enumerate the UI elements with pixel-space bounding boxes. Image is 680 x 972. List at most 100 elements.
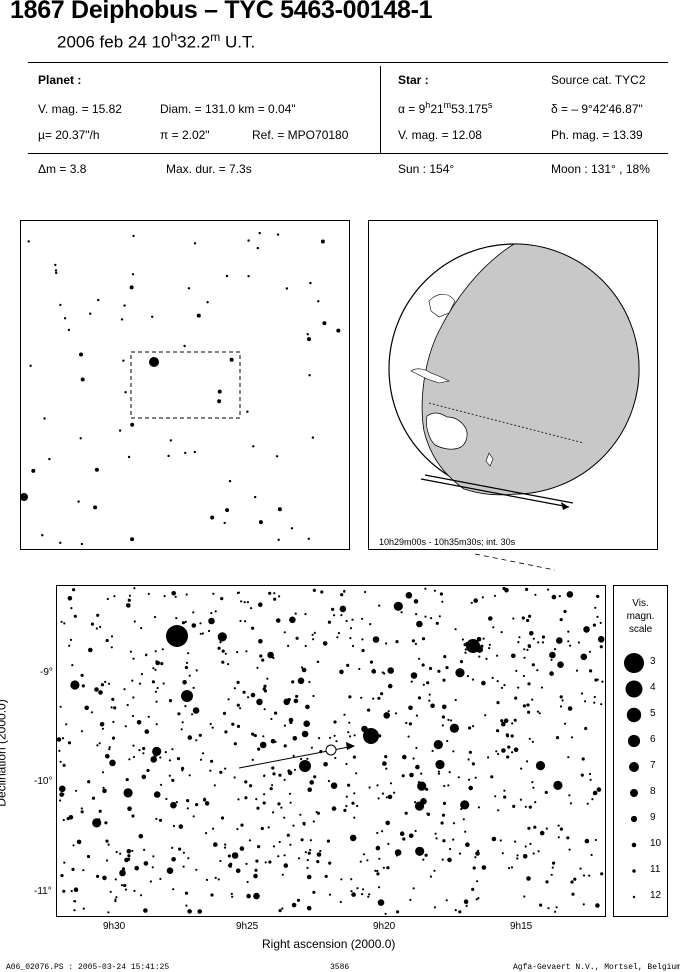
chart-star — [141, 774, 147, 780]
chart-star — [110, 706, 113, 709]
chart-star — [345, 762, 348, 766]
chart-star — [297, 677, 305, 685]
chart-star — [266, 677, 269, 680]
chart-star — [464, 651, 467, 654]
chart-star — [108, 682, 111, 685]
chart-star — [236, 703, 240, 707]
chart-star — [71, 664, 74, 667]
chart-star — [567, 706, 573, 711]
chart-star — [378, 734, 382, 738]
chart-star — [359, 860, 362, 863]
chart-star — [59, 792, 64, 797]
chart-star — [431, 749, 434, 752]
chart-star — [107, 911, 110, 914]
finder-star — [130, 422, 135, 427]
chart-star — [80, 807, 83, 810]
chart-star — [582, 903, 585, 906]
chart-star — [339, 669, 344, 675]
chart-star — [181, 766, 185, 770]
chart-star — [262, 735, 265, 738]
chart-star — [517, 641, 520, 644]
chart-star — [99, 722, 105, 727]
chart-star — [539, 903, 543, 907]
chart-star — [441, 813, 446, 817]
finder-star — [225, 508, 230, 513]
chart-star — [257, 747, 261, 751]
chart-star — [559, 618, 563, 622]
chart-star — [102, 786, 105, 789]
australia-outline — [426, 412, 468, 450]
chart-star — [385, 820, 391, 826]
chart-star — [155, 723, 158, 726]
chart-star — [120, 884, 124, 887]
chart-star — [527, 644, 531, 648]
chart-star — [126, 703, 129, 707]
chart-star — [305, 704, 310, 710]
chart-star — [73, 614, 77, 618]
finder-star — [122, 359, 125, 362]
chart-star — [263, 684, 267, 688]
chart-star — [221, 649, 225, 653]
chart-star — [315, 811, 318, 814]
chart-star — [385, 715, 388, 718]
chart-star — [428, 699, 431, 702]
asteroid-direction-arrow — [346, 742, 355, 750]
chart-star — [283, 854, 286, 857]
chart-star — [96, 874, 100, 878]
chart-star — [307, 787, 312, 792]
chart-star — [334, 756, 337, 760]
chart-star — [98, 818, 101, 821]
chart-star — [476, 880, 479, 883]
finder-star — [311, 436, 315, 439]
chart-star — [524, 845, 527, 848]
chart-star — [439, 592, 443, 596]
chart-star — [367, 708, 371, 712]
chart-star — [267, 651, 274, 659]
chart-star — [526, 648, 529, 651]
chart-star — [330, 782, 338, 789]
chart-star — [300, 666, 304, 669]
chart-star — [98, 809, 102, 813]
chart-star — [309, 839, 312, 842]
finder-star — [217, 389, 222, 394]
chart-star — [155, 700, 158, 703]
chart-star — [323, 762, 328, 767]
chart-star — [532, 637, 535, 640]
chart-star — [304, 644, 307, 648]
chart-star — [230, 892, 233, 895]
chart-star — [270, 738, 276, 744]
legend-label-11: 11 — [650, 864, 661, 875]
chart-star — [71, 867, 75, 871]
chart-star — [62, 763, 66, 767]
chart-star — [507, 866, 511, 870]
chart-star — [275, 618, 281, 623]
chart-star — [382, 866, 385, 869]
star-heading: Star : — [398, 73, 429, 87]
chart-star — [380, 692, 384, 696]
legend-dot-7 — [629, 762, 639, 772]
chart-star — [503, 684, 506, 687]
chart-star — [293, 698, 299, 704]
chart-star — [556, 637, 563, 644]
chart-star — [458, 852, 462, 855]
chart-star — [580, 773, 584, 777]
chart-star — [185, 904, 188, 907]
chart-star — [408, 722, 412, 726]
chart-star — [244, 620, 247, 623]
chart-star — [134, 865, 139, 871]
chart-star — [207, 629, 211, 633]
sun-elongation: Sun : 154° — [398, 162, 455, 176]
chart-star — [240, 600, 243, 603]
legend-dot-6 — [627, 734, 641, 748]
chart-star — [142, 746, 146, 751]
chart-star — [307, 851, 311, 855]
chart-star — [217, 878, 220, 881]
chart-star — [517, 686, 520, 689]
chart-star — [522, 854, 528, 859]
chart-star — [437, 770, 440, 773]
asteroid-path — [238, 745, 355, 769]
chart-star — [175, 617, 178, 620]
finder-star — [129, 285, 134, 290]
chart-star — [468, 726, 472, 730]
finder-star — [317, 300, 320, 303]
